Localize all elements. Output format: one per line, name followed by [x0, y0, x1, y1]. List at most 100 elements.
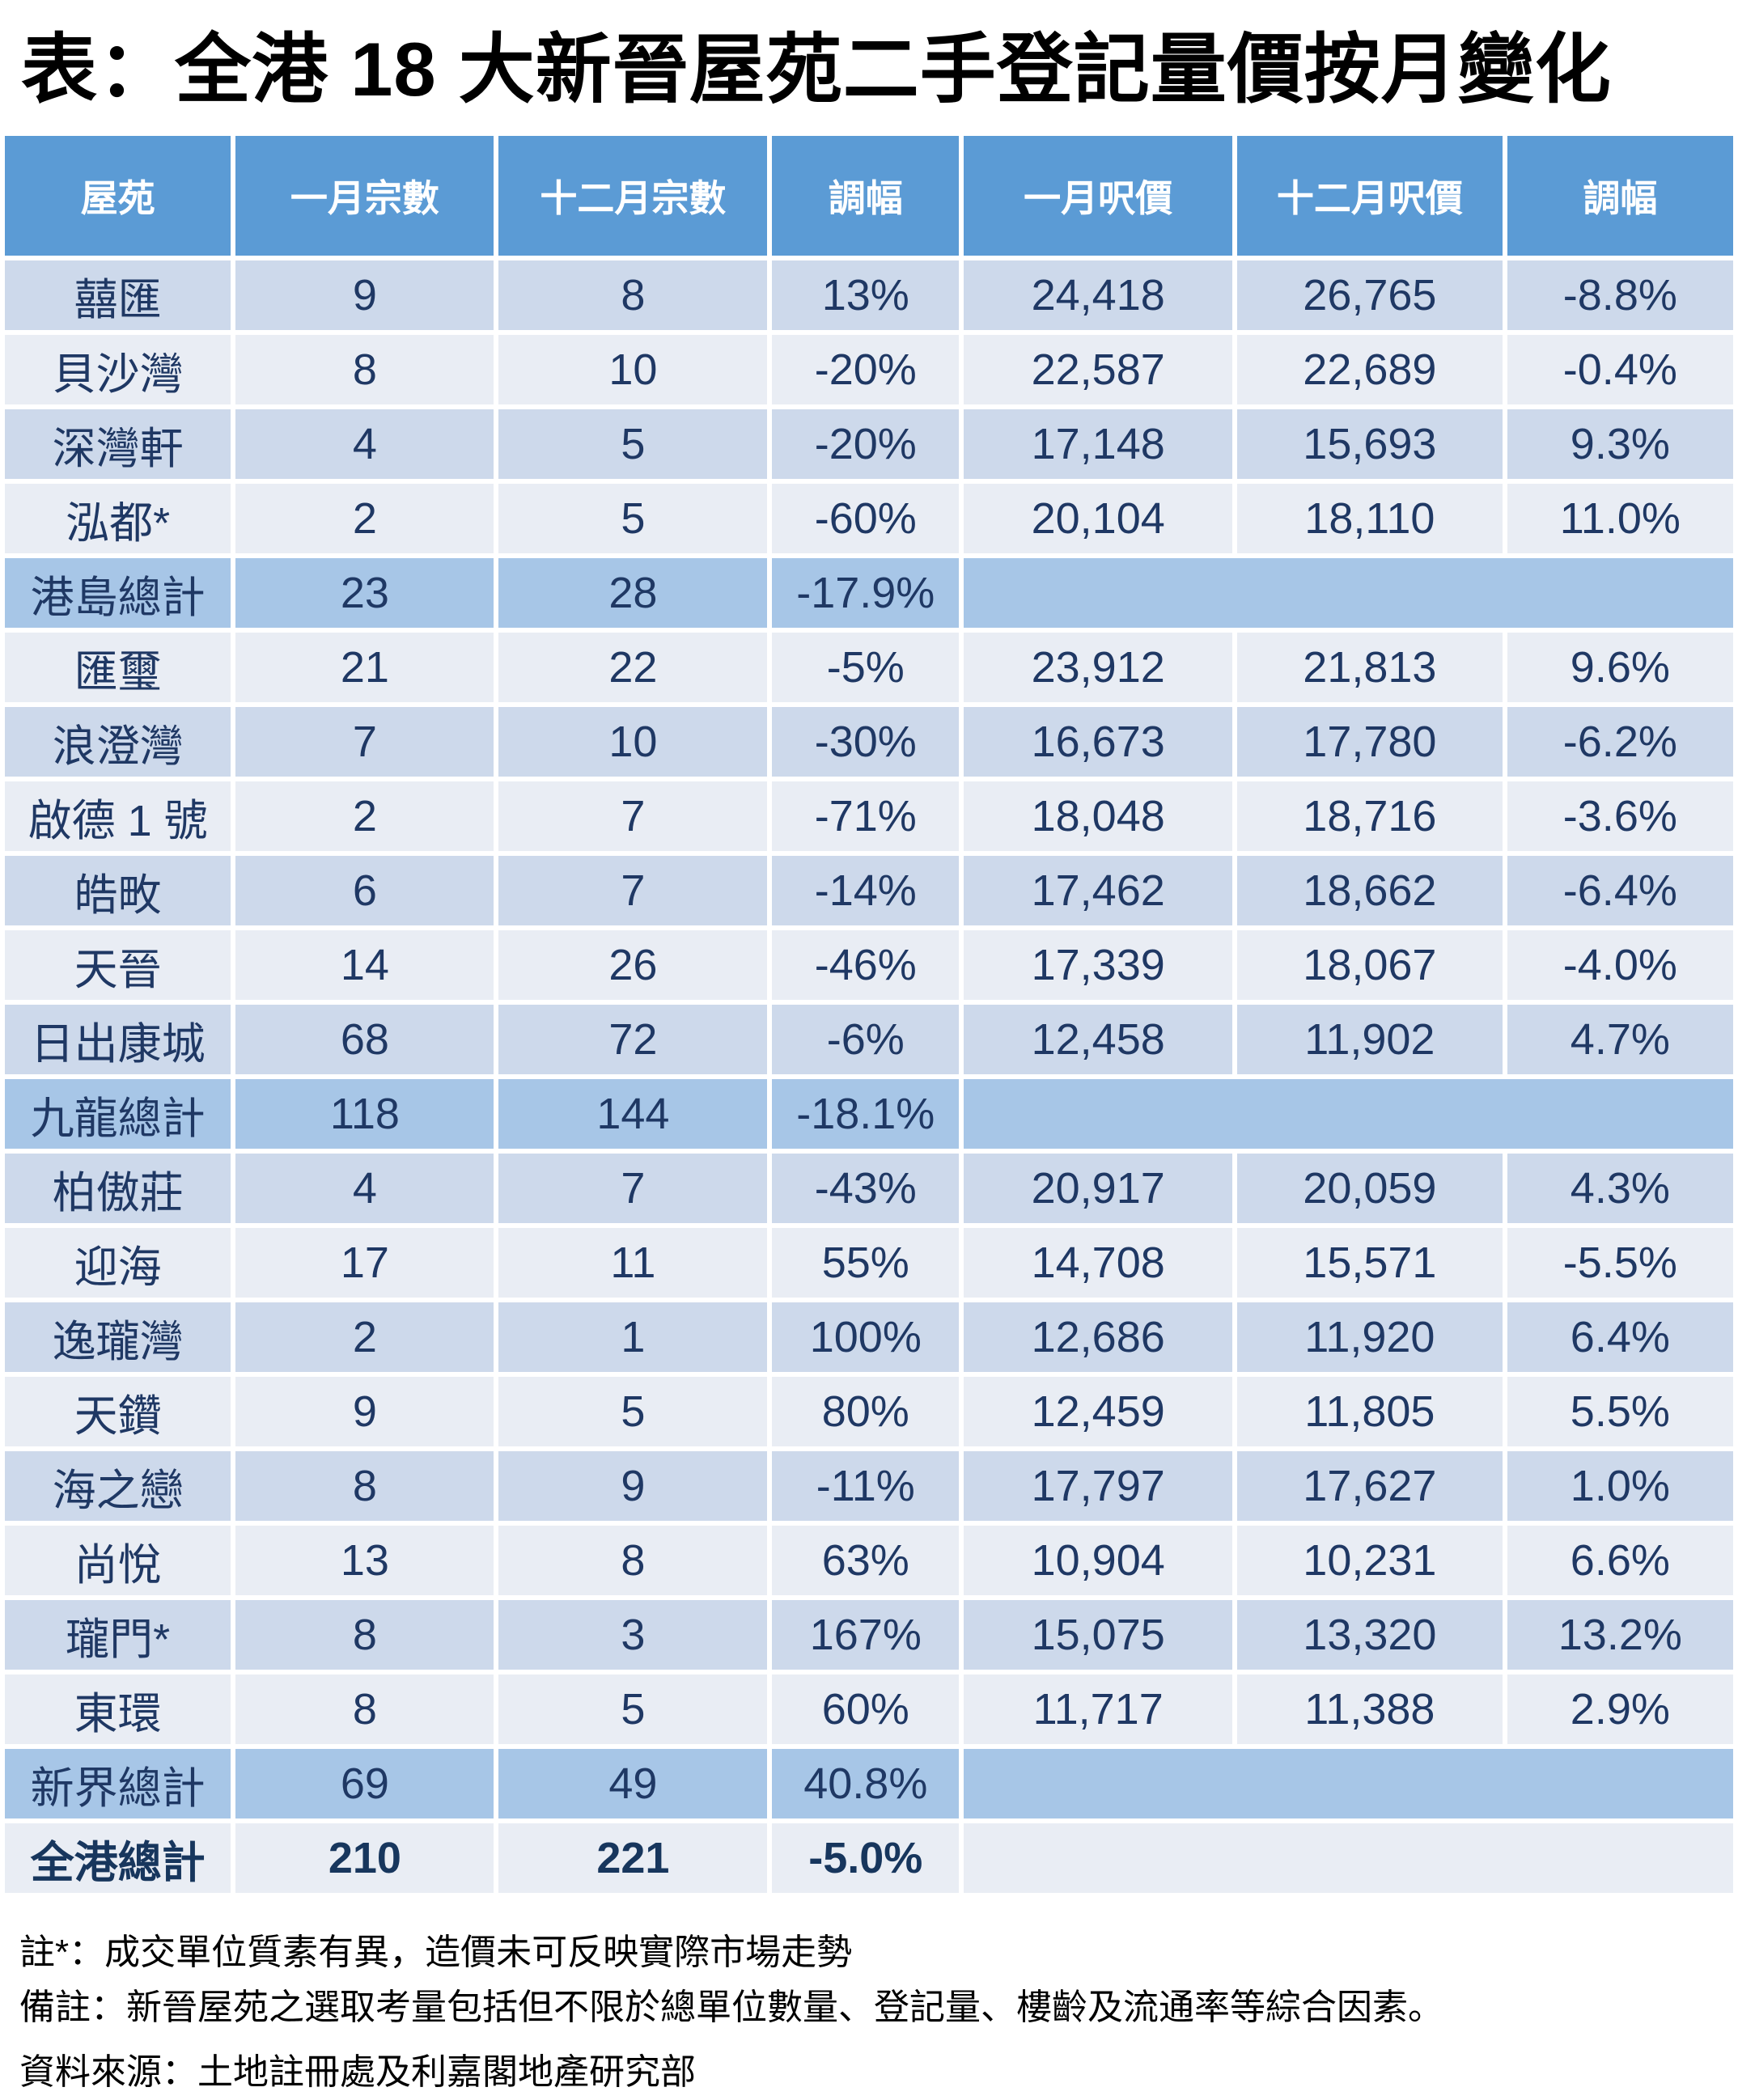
value-cell: 17,462: [964, 856, 1233, 925]
value-cell: 72: [498, 1005, 768, 1074]
value-cell: 28: [498, 558, 768, 628]
value-cell: 11.0%: [1507, 484, 1733, 553]
value-cell: 12,459: [964, 1377, 1233, 1446]
value-cell: -20%: [772, 409, 960, 479]
value-cell: -14%: [772, 856, 960, 925]
value-cell: 14: [235, 930, 494, 1000]
estate-name-cell: 啟德 1 號: [5, 781, 231, 851]
value-cell: 100%: [772, 1302, 960, 1372]
value-cell: -60%: [772, 484, 960, 553]
value-cell: 11,717: [964, 1674, 1233, 1744]
value-cell: 11,920: [1237, 1302, 1503, 1372]
value-cell: 11: [498, 1228, 768, 1298]
value-cell: 22: [498, 633, 768, 702]
estate-table: 屋苑 一月宗數 十二月宗數 調幅 一月呎價 十二月呎價 調幅 囍匯 9 8 13% 24,418 26…: [0, 131, 1738, 1898]
footnotes: 註*：成交單位質素有異，造價未可反映實際市場走勢 備註：新晉屋苑之選取考量包括但…: [0, 1898, 1738, 2100]
estate-name-cell: 迎海: [5, 1228, 231, 1298]
value-cell: 15,571: [1237, 1228, 1503, 1298]
value-cell: 68: [235, 1005, 494, 1074]
value-cell: 6.6%: [1507, 1526, 1733, 1595]
estate-name-cell: 深灣軒: [5, 409, 231, 479]
table-row: 泓都* 2 5 -60% 20,104 18,110 11.0%: [5, 484, 1733, 553]
value-cell: 18,110: [1237, 484, 1503, 553]
column-header: 一月宗數: [235, 136, 494, 256]
value-cell: 13%: [772, 260, 960, 330]
value-cell: 18,067: [1237, 930, 1503, 1000]
value-cell: -3.6%: [1507, 781, 1733, 851]
value-cell: 4: [235, 1154, 494, 1223]
value-cell: 14,708: [964, 1228, 1233, 1298]
value-cell: 12,458: [964, 1005, 1233, 1074]
value-cell: -17.9%: [772, 558, 960, 628]
value-cell: -20%: [772, 335, 960, 404]
value-cell: -46%: [772, 930, 960, 1000]
table-row: 天鑽 9 5 80% 12,459 11,805 5.5%: [5, 1377, 1733, 1446]
value-cell: 17,627: [1237, 1451, 1503, 1521]
estate-name-cell: 泓都*: [5, 484, 231, 553]
value-cell: 8: [498, 1526, 768, 1595]
estate-name-cell: 天鑽: [5, 1377, 231, 1446]
table-row: 囍匯 9 8 13% 24,418 26,765 -8.8%: [5, 260, 1733, 330]
summary-row: 全港總計 210 221 -5.0%: [5, 1823, 1733, 1893]
value-cell: 5.5%: [1507, 1377, 1733, 1446]
table-header-row: 屋苑 一月宗數 十二月宗數 調幅 一月呎價 十二月呎價 調幅: [5, 136, 1733, 256]
summary-row: 九龍總計 118 144 -18.1%: [5, 1079, 1733, 1149]
value-cell: 8: [235, 1600, 494, 1670]
value-cell: -5%: [772, 633, 960, 702]
value-cell: 167%: [772, 1600, 960, 1670]
estate-name-cell: 逸瓏灣: [5, 1302, 231, 1372]
value-cell: 8: [235, 335, 494, 404]
column-header: 調幅: [772, 136, 960, 256]
summary-row: 港島總計 23 28 -17.9%: [5, 558, 1733, 628]
value-cell: 2.9%: [1507, 1674, 1733, 1744]
value-cell: -6.4%: [1507, 856, 1733, 925]
value-cell: -43%: [772, 1154, 960, 1223]
value-cell: -0.4%: [1507, 335, 1733, 404]
value-cell: 17,797: [964, 1451, 1233, 1521]
value-cell: -18.1%: [772, 1079, 960, 1149]
value-cell: 13: [235, 1526, 494, 1595]
table-row: 東環 8 5 60% 11,717 11,388 2.9%: [5, 1674, 1733, 1744]
estate-name-cell: 港島總計: [5, 558, 231, 628]
merged-empty-cell: [964, 1749, 1733, 1818]
value-cell: 10: [498, 335, 768, 404]
estate-name-cell: 囍匯: [5, 260, 231, 330]
value-cell: 6.4%: [1507, 1302, 1733, 1372]
value-cell: 23,912: [964, 633, 1233, 702]
value-cell: -6%: [772, 1005, 960, 1074]
estate-name-cell: 新界總計: [5, 1749, 231, 1818]
column-header: 十二月宗數: [498, 136, 768, 256]
value-cell: 13,320: [1237, 1600, 1503, 1670]
column-header: 一月呎價: [964, 136, 1233, 256]
value-cell: 9: [235, 1377, 494, 1446]
value-cell: 7: [235, 707, 494, 777]
table-row: 尚悅 13 8 63% 10,904 10,231 6.6%: [5, 1526, 1733, 1595]
value-cell: 221: [498, 1823, 768, 1893]
value-cell: 22,689: [1237, 335, 1503, 404]
value-cell: -4.0%: [1507, 930, 1733, 1000]
value-cell: 2: [235, 1302, 494, 1372]
value-cell: 5: [498, 1377, 768, 1446]
value-cell: 9: [235, 260, 494, 330]
column-header: 調幅: [1507, 136, 1733, 256]
value-cell: -11%: [772, 1451, 960, 1521]
estate-name-cell: 日出康城: [5, 1005, 231, 1074]
value-cell: 17,339: [964, 930, 1233, 1000]
table-row: 貝沙灣 8 10 -20% 22,587 22,689 -0.4%: [5, 335, 1733, 404]
value-cell: 5: [498, 484, 768, 553]
value-cell: 8: [235, 1451, 494, 1521]
estate-name-cell: 九龍總計: [5, 1079, 231, 1149]
table-row: 深灣軒 4 5 -20% 17,148 15,693 9.3%: [5, 409, 1733, 479]
table-row: 柏傲莊 4 7 -43% 20,917 20,059 4.3%: [5, 1154, 1733, 1223]
value-cell: -8.8%: [1507, 260, 1733, 330]
value-cell: 11,902: [1237, 1005, 1503, 1074]
value-cell: 4: [235, 409, 494, 479]
merged-empty-cell: [964, 1823, 1733, 1893]
value-cell: 17: [235, 1228, 494, 1298]
value-cell: 13.2%: [1507, 1600, 1733, 1670]
value-cell: 17,148: [964, 409, 1233, 479]
value-cell: 26: [498, 930, 768, 1000]
value-cell: 1: [498, 1302, 768, 1372]
estate-name-cell: 貝沙灣: [5, 335, 231, 404]
value-cell: 10,904: [964, 1526, 1233, 1595]
